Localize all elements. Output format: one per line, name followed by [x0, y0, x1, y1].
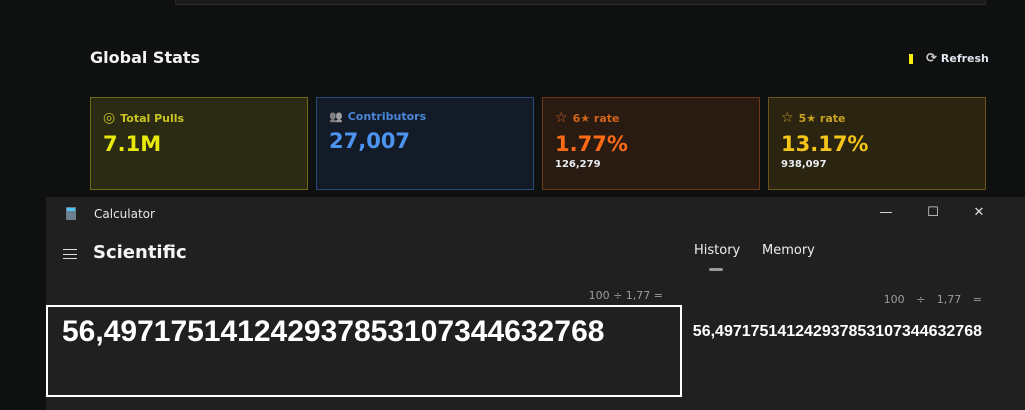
stat-label: 5★ rate: [798, 111, 846, 125]
close-button[interactable]: ✕: [973, 205, 985, 220]
live-indicator: [909, 54, 913, 64]
users-icon: 👥: [329, 110, 343, 123]
history-expression[interactable]: 100 ÷ 1,77 =: [883, 293, 982, 306]
tab-history[interactable]: History: [694, 243, 741, 258]
stat-label: Total Pulls: [120, 111, 185, 125]
stat-label: Contributors: [347, 110, 427, 123]
stat-value: 7.1M: [103, 132, 162, 156]
stat-count: 938,097: [781, 159, 827, 170]
stat-value: 27,007: [329, 129, 411, 153]
refresh-label: Refresh: [940, 52, 989, 65]
expression: 100 ÷ 1,77 =: [588, 289, 663, 302]
stat-label: 6★ rate: [572, 111, 620, 125]
top-panel: [175, 0, 986, 5]
result-value: 56,4971751412429378531073446327 68: [62, 315, 605, 348]
refresh-button[interactable]: ⟳ Refresh: [926, 51, 989, 66]
stat-value: 1.77%: [555, 132, 628, 156]
window-title: Calculator: [94, 207, 155, 221]
stat-value: 13.17%: [781, 132, 869, 156]
stat-count: 126,279: [555, 159, 601, 170]
stat-card: ◎ Total Pulls 7.1M: [90, 97, 308, 190]
star-icon: ☆: [781, 110, 794, 126]
star-icon: ☆: [555, 110, 568, 126]
mode-title: Scientific: [93, 242, 187, 263]
calculator-window: Calculator — ☐ ✕ Scientific History Memo…: [46, 197, 1025, 410]
minimize-button[interactable]: —: [879, 205, 893, 220]
refresh-icon: ⟳: [926, 51, 937, 66]
page-title: Global Stats: [90, 48, 201, 67]
active-tab-indicator: [709, 268, 723, 271]
stat-card: ☆ 6★ rate 1.77% 126,279: [542, 97, 760, 190]
target-icon: ◎: [103, 110, 116, 126]
menu-icon[interactable]: [63, 249, 77, 259]
stat-card: ☆ 5★ rate 13.17% 938,097: [768, 97, 986, 190]
history-result[interactable]: 56,497175141242937853107344632768: [692, 323, 982, 340]
maximize-button[interactable]: ☐: [927, 205, 939, 220]
stat-card: 👥 Contributors 27,007: [316, 97, 534, 190]
result-display[interactable]: 56,4971751412429378531073446327 68: [46, 305, 682, 397]
calculator-app-icon: [66, 207, 76, 220]
tab-memory[interactable]: Memory: [762, 243, 815, 258]
